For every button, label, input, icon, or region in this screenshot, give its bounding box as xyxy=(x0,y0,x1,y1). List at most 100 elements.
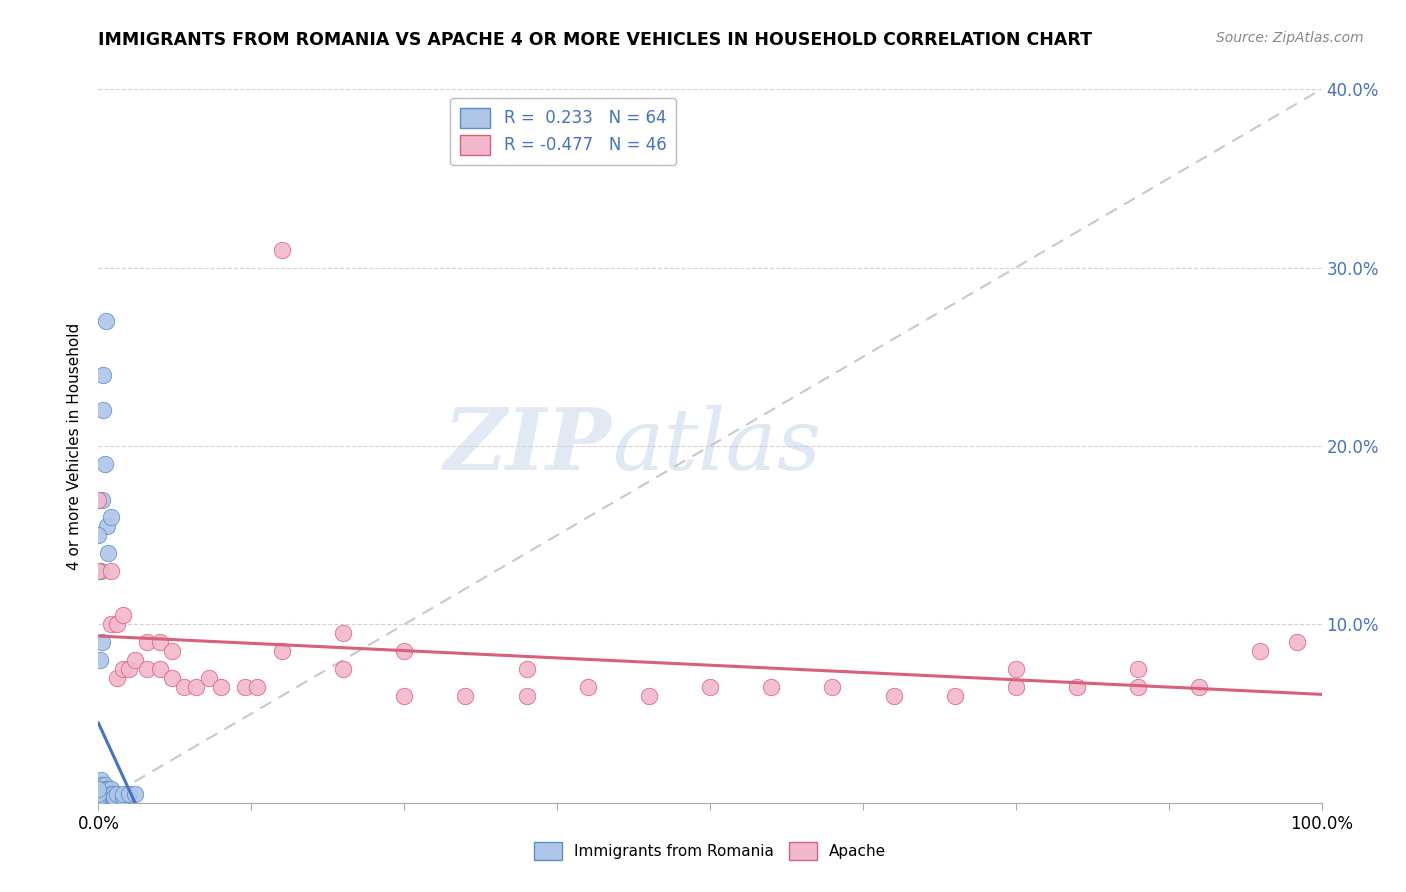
Point xyxy=(97,787,120,801)
Point xyxy=(91,778,114,792)
Point xyxy=(136,662,159,676)
Text: Source: ZipAtlas.com: Source: ZipAtlas.com xyxy=(1216,31,1364,45)
Point xyxy=(90,787,112,801)
Point xyxy=(1128,662,1150,676)
Point xyxy=(392,644,416,658)
Point xyxy=(149,662,172,676)
Point xyxy=(98,790,121,805)
Point xyxy=(87,796,110,810)
Point xyxy=(101,787,124,801)
Point xyxy=(87,787,110,801)
Point xyxy=(100,781,122,796)
Point xyxy=(101,787,124,801)
Point xyxy=(1286,635,1309,649)
Point xyxy=(105,787,128,801)
Point xyxy=(1128,680,1150,694)
Point xyxy=(118,787,141,801)
Point xyxy=(124,787,146,801)
Point xyxy=(233,680,256,694)
Point xyxy=(118,662,141,676)
Point xyxy=(90,772,112,787)
Point xyxy=(332,626,354,640)
Point xyxy=(246,680,269,694)
Point xyxy=(91,781,114,796)
Point xyxy=(111,662,134,676)
Point xyxy=(87,528,110,542)
Point xyxy=(93,796,115,810)
Point xyxy=(124,653,146,667)
Point xyxy=(91,790,114,805)
Point xyxy=(100,617,122,632)
Point xyxy=(89,653,111,667)
Point xyxy=(270,644,294,658)
Point xyxy=(98,787,121,801)
Point xyxy=(94,781,117,796)
Point xyxy=(90,778,112,792)
Point xyxy=(332,662,354,676)
Point xyxy=(96,781,118,796)
Point xyxy=(91,781,114,796)
Point xyxy=(111,790,134,805)
Point xyxy=(94,314,117,328)
Legend: Immigrants from Romania, Apache: Immigrants from Romania, Apache xyxy=(529,836,891,866)
Point xyxy=(91,787,114,801)
Point xyxy=(93,781,115,796)
Point xyxy=(89,787,111,801)
Point xyxy=(270,243,294,257)
Point xyxy=(576,680,599,694)
Point xyxy=(87,790,110,805)
Text: atlas: atlas xyxy=(612,405,821,487)
Point xyxy=(91,787,114,801)
Text: IMMIGRANTS FROM ROMANIA VS APACHE 4 OR MORE VEHICLES IN HOUSEHOLD CORRELATION CH: IMMIGRANTS FROM ROMANIA VS APACHE 4 OR M… xyxy=(98,31,1092,49)
Point xyxy=(1249,644,1271,658)
Point xyxy=(761,680,783,694)
Point xyxy=(97,546,120,560)
Point xyxy=(94,787,117,801)
Point xyxy=(93,790,115,805)
Point xyxy=(1066,680,1088,694)
Point xyxy=(96,787,118,801)
Point xyxy=(173,680,195,694)
Point xyxy=(392,689,416,703)
Point xyxy=(105,671,128,685)
Point xyxy=(91,635,114,649)
Point xyxy=(94,790,117,805)
Point xyxy=(89,796,111,810)
Point xyxy=(93,787,115,801)
Point xyxy=(90,564,112,578)
Point xyxy=(91,796,114,810)
Y-axis label: 4 or more Vehicles in Household: 4 or more Vehicles in Household xyxy=(67,322,83,570)
Point xyxy=(100,564,122,578)
Point xyxy=(1004,680,1026,694)
Point xyxy=(89,781,111,796)
Point xyxy=(699,680,721,694)
Point xyxy=(454,689,477,703)
Point xyxy=(87,492,110,507)
Point xyxy=(91,368,114,382)
Point xyxy=(90,796,112,810)
Point xyxy=(111,608,134,623)
Point xyxy=(91,790,114,805)
Point xyxy=(111,787,134,801)
Point xyxy=(1188,680,1211,694)
Point xyxy=(209,680,232,694)
Point xyxy=(103,790,125,805)
Point xyxy=(515,689,537,703)
Point xyxy=(91,403,114,417)
Point xyxy=(101,790,124,805)
Point xyxy=(97,781,120,796)
Point xyxy=(186,680,208,694)
Point xyxy=(149,635,172,649)
Point xyxy=(100,510,122,524)
Point xyxy=(136,635,159,649)
Point xyxy=(90,781,112,796)
Point xyxy=(87,564,110,578)
Point xyxy=(90,790,112,805)
Point xyxy=(87,781,110,796)
Point xyxy=(93,778,115,792)
Point xyxy=(100,790,122,805)
Point xyxy=(91,492,114,507)
Point xyxy=(160,644,183,658)
Point xyxy=(105,617,128,632)
Point xyxy=(96,519,118,533)
